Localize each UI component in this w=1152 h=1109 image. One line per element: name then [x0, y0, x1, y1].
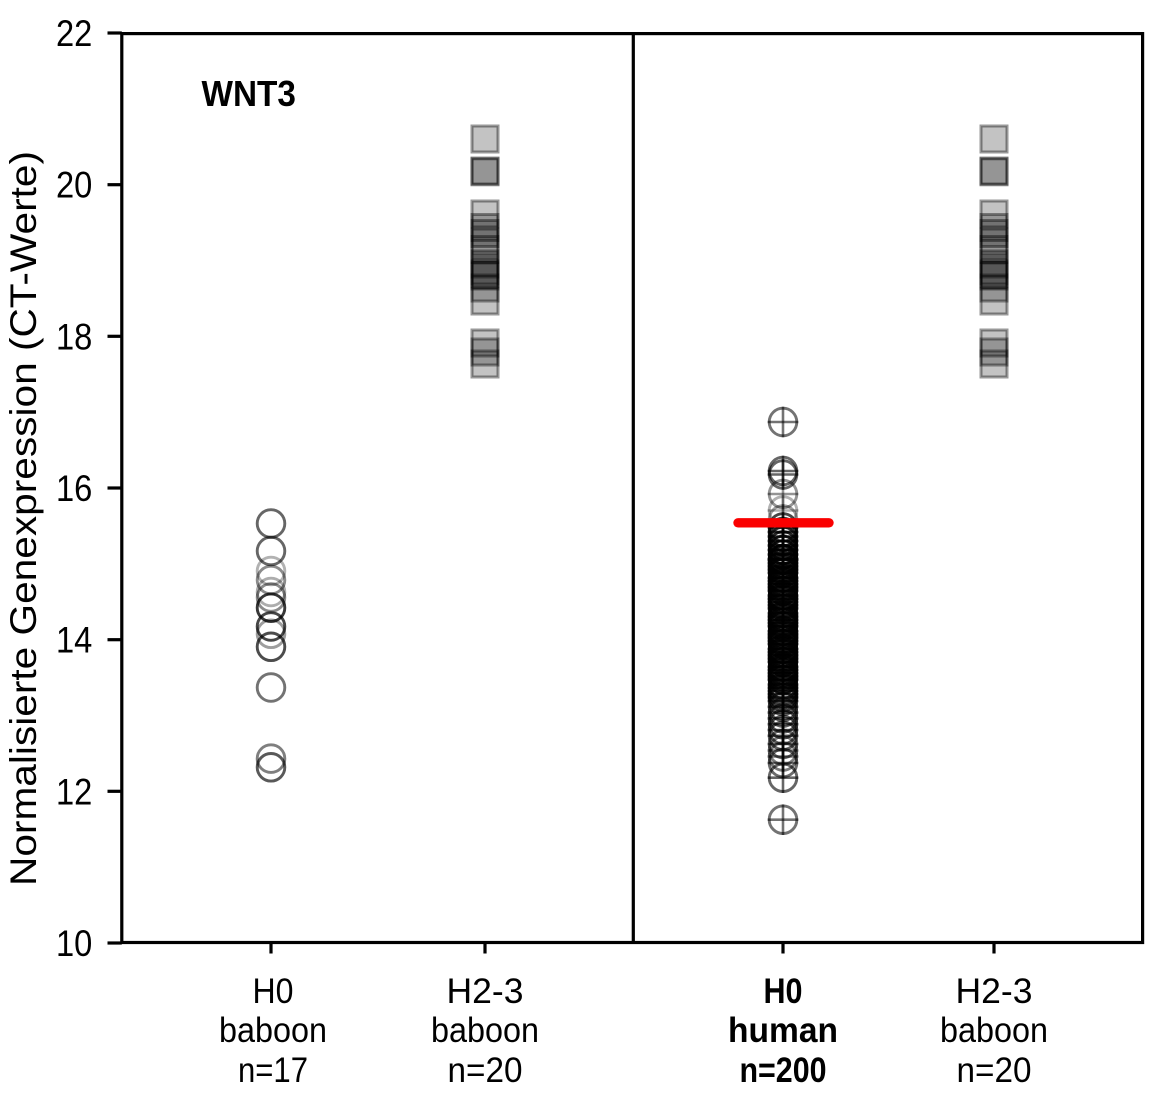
svg-text:14: 14 — [56, 620, 92, 661]
svg-text:20: 20 — [56, 165, 92, 206]
svg-text:10: 10 — [56, 923, 92, 964]
svg-text:n=17: n=17 — [238, 1051, 308, 1090]
svg-text:H2-3: H2-3 — [956, 972, 1033, 1011]
svg-text:H0: H0 — [253, 972, 294, 1011]
svg-text:baboon: baboon — [431, 1011, 539, 1050]
svg-text:H0: H0 — [764, 972, 803, 1011]
svg-text:22: 22 — [56, 13, 92, 54]
svg-text:n=200: n=200 — [740, 1051, 827, 1090]
svg-text:n=20: n=20 — [957, 1051, 1032, 1090]
svg-text:baboon: baboon — [219, 1011, 327, 1050]
svg-text:12: 12 — [56, 771, 92, 812]
svg-text:human: human — [728, 1011, 838, 1050]
svg-text:n=20: n=20 — [448, 1051, 523, 1090]
svg-text:H2-3: H2-3 — [447, 972, 524, 1011]
svg-text:baboon: baboon — [940, 1011, 1048, 1050]
svg-text:WNT3: WNT3 — [202, 73, 296, 114]
svg-text:18: 18 — [56, 316, 92, 357]
svg-text:16: 16 — [56, 468, 92, 509]
svg-text:Normalisierte Genexpression (C: Normalisierte Genexpression (CT-Werte) — [3, 151, 44, 886]
